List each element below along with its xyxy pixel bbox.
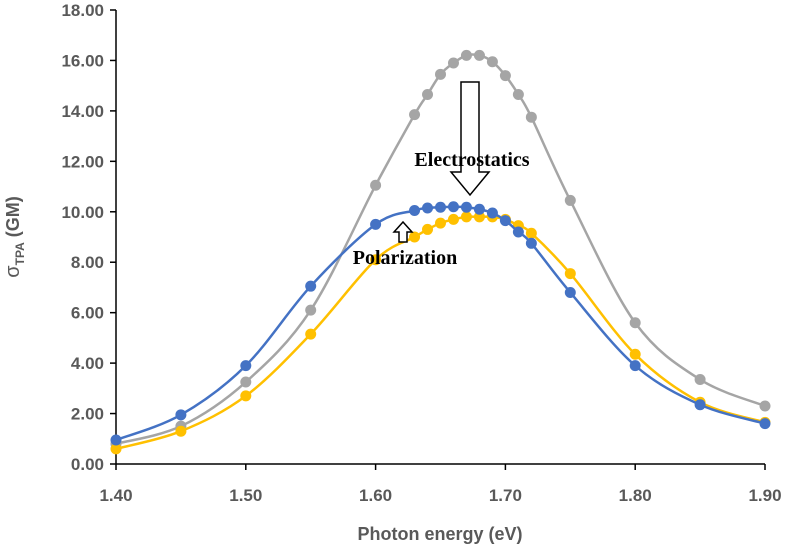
series-blue-point [694, 399, 706, 411]
series-yellow-point [435, 217, 446, 229]
series-yellow-point [525, 227, 537, 239]
polarization-label: Polarization [353, 247, 457, 269]
series-gray-point [694, 374, 706, 386]
series-blue-point [525, 237, 537, 249]
series-blue-point [447, 201, 459, 213]
series-yellow-point [175, 425, 187, 437]
series-blue-point [110, 434, 122, 446]
series-gray-point [422, 88, 434, 100]
series-blue-point [486, 207, 498, 219]
y-tick-label: 6.00 [71, 304, 104, 323]
electrostatics-annotation: Electrostatics [414, 81, 530, 197]
series-yellow-point [447, 213, 459, 225]
x-axis-title: Photon energy (eV) [357, 524, 522, 544]
plot-area-frame [115, 10, 765, 465]
series-blue-point [499, 215, 511, 227]
x-tick-label: 1.50 [229, 486, 262, 505]
series-blue-point [473, 203, 485, 215]
y-tick-label: 10.00 [61, 203, 104, 222]
electrostatics-down-arrow [449, 81, 491, 197]
series-gray-point [370, 179, 382, 191]
series-gray-point [486, 56, 498, 68]
series-yellow-point [473, 211, 485, 223]
series-gray-point [512, 88, 524, 100]
series-yellow-point [564, 268, 576, 280]
series-gray-point [499, 70, 511, 82]
y-tick-label: 18.00 [61, 1, 104, 20]
series-blue-point [564, 286, 576, 298]
series-blue-point [460, 201, 472, 213]
y-tick-label: 16.00 [61, 51, 104, 70]
series-yellow-point [240, 390, 252, 402]
y-tick-label: 8.00 [71, 253, 104, 272]
series-yellow-point [305, 328, 317, 340]
series-yellow-point [629, 348, 641, 360]
x-tick-label: 1.70 [489, 486, 522, 505]
series-gray-point [759, 400, 771, 412]
series-gray-point [473, 49, 485, 61]
y-axis-title-subscript: TPA [13, 242, 27, 265]
polarization-annotation: Polarization [353, 220, 457, 269]
series-gray-point [564, 194, 576, 206]
series-gray-point [525, 111, 537, 123]
series-blue-point [629, 360, 641, 372]
series-blue-point [759, 418, 771, 430]
series-blue-line [115, 205, 766, 442]
series-yellow-point [409, 231, 421, 243]
series-gray-point [460, 49, 472, 61]
y-axis-ticks: 0.00 2.00 4.00 6.00 8.00 10.00 12.00 14.00 16.00… [61, 1, 116, 474]
y-axis-title: σTPA (GM) [2, 196, 27, 277]
x-tick-label: 1.40 [99, 486, 132, 505]
series-gray-point [409, 109, 421, 121]
y-axis-title-symbol: σ [2, 265, 24, 278]
series-yellow-point [110, 443, 122, 455]
series-gray-point [240, 376, 252, 388]
series-blue-point [370, 218, 382, 230]
x-tick-label: 1.90 [748, 486, 781, 505]
y-tick-label: 14.00 [61, 102, 104, 121]
series-gray [110, 49, 771, 450]
series-yellow-point [422, 223, 434, 235]
series-gray-point [629, 317, 641, 329]
y-tick-label: 2.00 [71, 405, 104, 424]
series-yellow-point [460, 211, 472, 223]
series-gray-point [305, 304, 317, 316]
series-blue-point [305, 280, 317, 292]
series-layer [110, 49, 771, 455]
electrostatics-label: Electrostatics [414, 149, 529, 171]
series-blue-point [422, 202, 434, 214]
series-blue-point [240, 360, 252, 372]
series-blue-point [512, 226, 524, 238]
x-tick-label: 1.80 [619, 486, 652, 505]
x-axis-ticks: 1.40 1.50 1.60 1.70 1.80 1.90 [99, 464, 782, 505]
series-blue [110, 201, 771, 446]
series-blue-point [435, 201, 446, 213]
y-axis-title-unit: (GM) [3, 196, 23, 242]
series-gray-point [447, 57, 459, 69]
series-blue-point [175, 409, 187, 421]
series-gray-point [435, 68, 446, 80]
polarization-up-arrow [392, 220, 414, 243]
series-yellow-point [370, 254, 382, 266]
x-tick-label: 1.60 [359, 486, 392, 505]
y-tick-label: 4.00 [71, 354, 104, 373]
y-tick-label: 12.00 [61, 152, 104, 171]
series-blue-point [409, 205, 421, 217]
y-tick-label: 0.00 [71, 455, 104, 474]
